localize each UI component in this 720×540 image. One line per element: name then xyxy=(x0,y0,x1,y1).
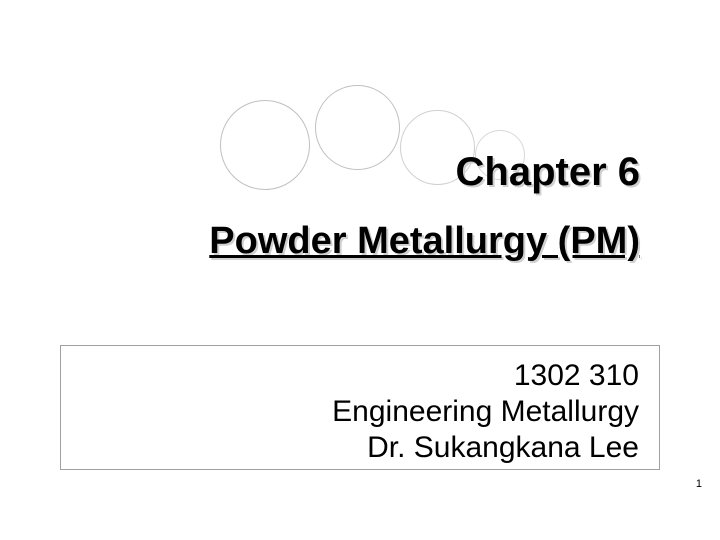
course-info-box: 1302 310 Engineering Metallurgy Dr. Suka… xyxy=(60,345,660,470)
instructor-name: Dr. Sukangkana Lee xyxy=(81,430,639,466)
slide-container: Chapter 6 Powder Metallurgy (PM) 1302 31… xyxy=(0,0,720,540)
chapter-title: Chapter 6 xyxy=(80,150,640,195)
course-name: Engineering Metallurgy xyxy=(81,394,639,430)
chapter-subtitle: Powder Metallurgy (PM) xyxy=(80,220,640,263)
page-number: 1 xyxy=(696,478,702,490)
course-code: 1302 310 xyxy=(81,358,639,394)
